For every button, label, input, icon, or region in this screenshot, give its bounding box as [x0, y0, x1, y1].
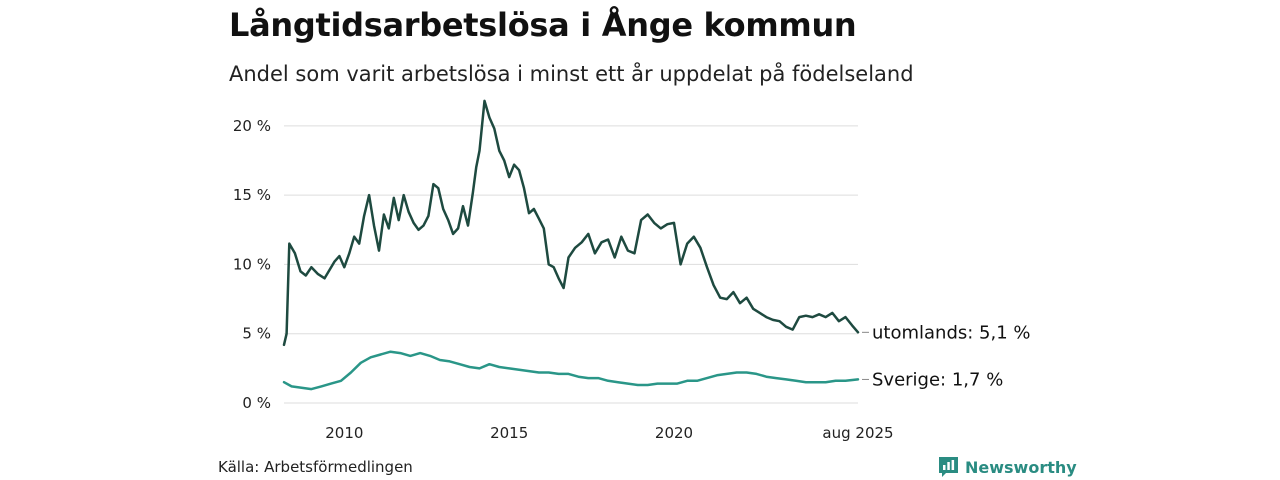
brand-name: Newsworthy — [965, 457, 1077, 477]
y-tick-label: 15 % — [233, 186, 271, 204]
x-tick-label: aug 2025 — [822, 424, 893, 442]
y-tick-label: 20 % — [233, 117, 271, 135]
chart-subtitle: Andel som varit arbetslösa i minst ett å… — [229, 62, 914, 86]
brand[interactable]: Newsworthy — [938, 456, 1077, 478]
y-tick-label: 0 % — [242, 394, 271, 412]
sverige-end-label: Sverige: 1,7 % — [872, 369, 1003, 390]
x-tick-label: 2015 — [490, 424, 528, 442]
x-tick-label: 2020 — [655, 424, 693, 442]
y-tick-label: 5 % — [242, 325, 271, 343]
source-note: Källa: Arbetsförmedlingen — [218, 458, 413, 476]
sverige-line — [282, 350, 860, 391]
chart-title: Långtidsarbetslösa i Ånge kommun — [229, 6, 857, 44]
utomlands-end-label: utomlands: 5,1 % — [872, 322, 1031, 343]
y-tick-label: 10 % — [233, 255, 271, 273]
newsworthy-logo-icon — [939, 457, 958, 477]
utomlands-line — [282, 99, 860, 347]
x-tick-label: 2010 — [325, 424, 363, 442]
